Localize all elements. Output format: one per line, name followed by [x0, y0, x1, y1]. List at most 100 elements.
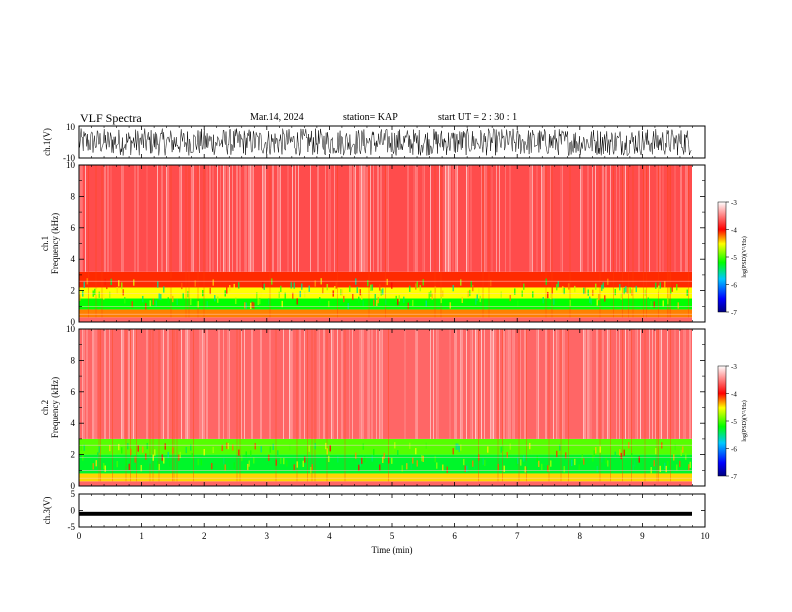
spectrogram-band	[79, 438, 692, 455]
noise-streak	[229, 165, 230, 272]
spectral-speckle	[275, 459, 277, 466]
noise-streak	[359, 165, 361, 272]
noise-streak	[616, 329, 617, 439]
spectral-speckle	[455, 443, 457, 450]
spectral-speckle	[440, 296, 442, 304]
spectral-speckle	[625, 286, 627, 293]
noise-streak	[505, 165, 506, 272]
noise-streak	[595, 165, 596, 272]
noise-streak	[656, 165, 658, 272]
colorbar-tick-label: -7	[731, 473, 737, 481]
spectral-speckle	[293, 282, 295, 289]
spectral-speckle	[269, 446, 271, 453]
spectral-speckle	[304, 291, 306, 298]
spectral-speckle	[472, 460, 474, 467]
noise-streak	[323, 329, 325, 439]
spectral-speckle	[322, 286, 324, 294]
noise-streak	[98, 329, 100, 482]
noise-streak	[550, 165, 551, 272]
noise-streak	[625, 329, 626, 439]
ylabel-frequency: Frequency (kHz)	[50, 213, 60, 274]
noise-streak	[239, 165, 241, 272]
noise-streak	[206, 329, 208, 439]
spectral-speckle	[224, 290, 226, 297]
noise-streak	[253, 165, 254, 272]
spectral-speckle	[574, 458, 576, 466]
spectral-speckle	[559, 444, 561, 451]
spectral-speckle	[688, 464, 690, 471]
spectral-speckle	[386, 278, 388, 286]
spectral-speckle	[409, 442, 411, 449]
spectral-speckle	[602, 282, 604, 289]
noise-streak	[199, 165, 200, 272]
spectral-speckle	[550, 460, 552, 467]
spectral-speckle	[461, 296, 463, 304]
spectral-speckle	[293, 464, 295, 471]
noise-streak	[202, 329, 203, 439]
noise-streak	[608, 329, 610, 439]
noise-streak	[638, 165, 640, 272]
spectrogram-band	[79, 317, 692, 322]
noise-streak	[317, 329, 319, 439]
noise-streak	[667, 165, 668, 318]
noise-streak	[490, 329, 491, 439]
noise-streak	[287, 165, 289, 272]
noise-streak	[212, 165, 214, 272]
spectral-speckle	[662, 300, 664, 307]
spectral-speckle	[203, 448, 205, 456]
spectral-speckle	[520, 281, 522, 288]
colorbar-label: log(PSD)(V²/Hz)	[741, 400, 748, 441]
spectral-speckle	[248, 460, 250, 467]
noise-streak	[557, 329, 559, 439]
spectral-speckle	[607, 460, 609, 467]
spectral-speckle	[356, 286, 358, 294]
spectral-speckle	[650, 301, 652, 308]
spectral-speckle	[412, 299, 414, 307]
spectral-speckle	[631, 453, 633, 460]
x-tick-label: 8	[578, 531, 583, 541]
spectral-speckle	[329, 445, 331, 452]
spectral-speckle	[679, 460, 681, 468]
spectral-speckle	[164, 443, 166, 450]
spectral-speckle	[172, 295, 174, 303]
spectral-speckle	[163, 457, 165, 464]
spectral-speckle	[412, 457, 414, 464]
noise-streak	[292, 165, 293, 272]
spectral-speckle	[118, 280, 120, 287]
noise-streak	[310, 165, 311, 272]
noise-streak	[551, 165, 553, 318]
noise-streak	[251, 165, 253, 272]
spectral-speckle	[664, 462, 666, 470]
ylabel-frequency: Frequency (kHz)	[50, 377, 60, 438]
ch3-ytick-label: 5	[71, 489, 76, 499]
spectral-speckle	[421, 454, 423, 462]
spectral-speckle	[238, 282, 240, 289]
noise-streak	[334, 165, 335, 272]
spectral-speckle	[391, 282, 393, 289]
spectral-speckle	[635, 285, 637, 293]
noise-streak	[380, 329, 382, 439]
spectral-speckle	[103, 293, 105, 300]
spectral-speckle	[476, 294, 478, 301]
noise-streak	[280, 165, 281, 272]
spectral-speckle	[581, 454, 583, 461]
spectral-speckle	[509, 443, 511, 450]
spectral-speckle	[253, 457, 255, 464]
noise-streak	[476, 329, 478, 439]
spectral-speckle	[620, 452, 622, 460]
noise-streak	[130, 329, 131, 482]
noise-streak	[649, 329, 650, 439]
spectral-speckle	[434, 286, 436, 293]
spectral-speckle	[673, 454, 675, 461]
spectral-speckle	[547, 465, 549, 472]
noise-streak	[163, 329, 164, 439]
spectral-speckle	[343, 295, 345, 303]
noise-streak	[491, 165, 493, 272]
spectral-speckle	[251, 301, 253, 308]
noise-streak	[563, 329, 565, 439]
noise-streak	[623, 165, 625, 272]
noise-streak	[298, 165, 299, 272]
spectral-speckle	[260, 446, 262, 453]
spectral-speckle	[665, 465, 667, 473]
